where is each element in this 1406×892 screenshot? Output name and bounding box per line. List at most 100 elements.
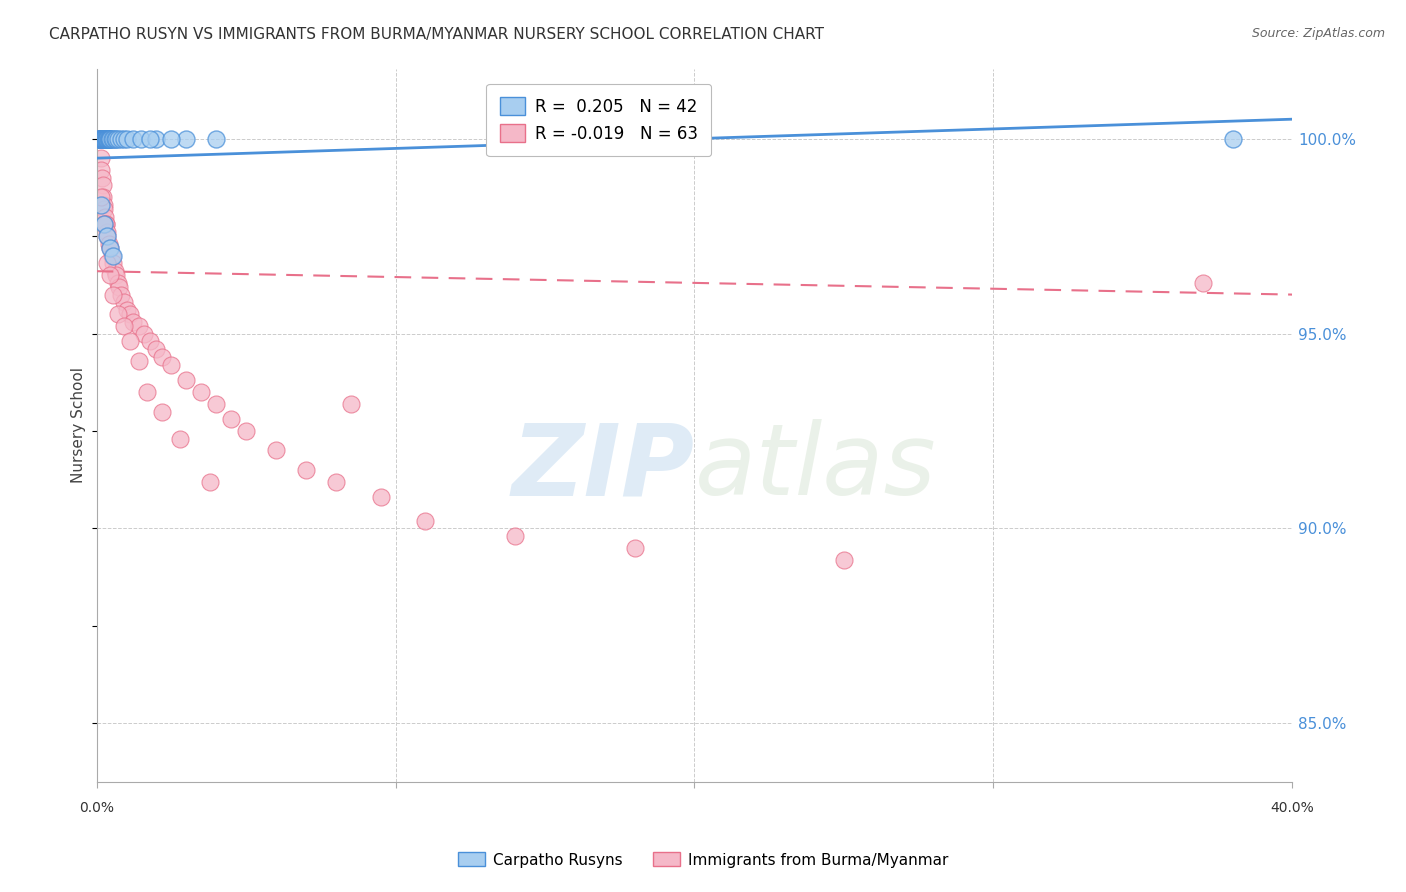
Point xyxy=(89,131,111,145)
Point xyxy=(152,350,174,364)
Text: ZIP: ZIP xyxy=(512,419,695,516)
Point xyxy=(90,198,112,212)
Point xyxy=(107,276,129,290)
Point xyxy=(107,307,129,321)
Point xyxy=(100,249,122,263)
Legend: R =  0.205   N = 42, R = -0.019   N = 63: R = 0.205 N = 42, R = -0.019 N = 63 xyxy=(486,84,711,156)
Point xyxy=(96,131,118,145)
Point xyxy=(134,326,156,341)
Point xyxy=(93,131,115,145)
Point xyxy=(190,384,212,399)
Point xyxy=(91,190,114,204)
Point xyxy=(98,131,121,145)
Point xyxy=(97,236,120,251)
Point xyxy=(145,342,167,356)
Point xyxy=(235,424,257,438)
Point xyxy=(94,210,117,224)
Text: Source: ZipAtlas.com: Source: ZipAtlas.com xyxy=(1251,27,1385,40)
Point xyxy=(107,131,129,145)
Text: CARPATHO RUSYN VS IMMIGRANTS FROM BURMA/MYANMAR NURSERY SCHOOL CORRELATION CHART: CARPATHO RUSYN VS IMMIGRANTS FROM BURMA/… xyxy=(49,27,824,42)
Point xyxy=(93,202,115,216)
Point xyxy=(118,307,141,321)
Point xyxy=(112,131,135,145)
Point xyxy=(121,315,143,329)
Point xyxy=(89,131,111,145)
Text: 40.0%: 40.0% xyxy=(1271,801,1315,815)
Point xyxy=(97,131,120,145)
Point xyxy=(415,514,437,528)
Point xyxy=(90,131,112,145)
Point xyxy=(101,131,124,145)
Point xyxy=(87,131,110,145)
Point xyxy=(91,178,114,193)
Point xyxy=(832,552,855,566)
Point xyxy=(96,131,118,145)
Point xyxy=(1222,131,1244,145)
Point xyxy=(96,256,118,270)
Point xyxy=(105,268,128,282)
Text: atlas: atlas xyxy=(695,419,936,516)
Point xyxy=(110,287,132,301)
Point xyxy=(91,131,114,145)
Point xyxy=(98,268,121,282)
Point xyxy=(98,241,121,255)
Point xyxy=(90,162,112,177)
Point xyxy=(205,131,228,145)
Point xyxy=(295,463,318,477)
Point xyxy=(136,384,159,399)
Point xyxy=(112,295,135,310)
Point xyxy=(97,131,120,145)
Point xyxy=(105,131,128,145)
Point xyxy=(104,131,127,145)
Point xyxy=(90,190,112,204)
Point xyxy=(370,490,392,504)
Point xyxy=(115,303,138,318)
Point xyxy=(93,131,115,145)
Point xyxy=(89,131,111,145)
Point xyxy=(100,131,122,145)
Point xyxy=(87,131,110,145)
Point xyxy=(121,131,143,145)
Point xyxy=(115,131,138,145)
Point xyxy=(101,256,124,270)
Point xyxy=(104,264,127,278)
Point xyxy=(108,280,131,294)
Point xyxy=(623,541,645,555)
Point xyxy=(96,225,118,239)
Point xyxy=(91,131,114,145)
Point xyxy=(1191,276,1213,290)
Point xyxy=(160,131,183,145)
Point xyxy=(339,397,361,411)
Point xyxy=(93,198,115,212)
Point xyxy=(94,218,117,232)
Point xyxy=(90,151,112,165)
Point xyxy=(205,397,228,411)
Point xyxy=(112,318,135,333)
Point xyxy=(503,529,526,543)
Point xyxy=(110,131,132,145)
Point xyxy=(325,475,347,489)
Point xyxy=(131,131,153,145)
Point xyxy=(96,229,118,244)
Point xyxy=(219,412,242,426)
Point xyxy=(139,334,162,349)
Point xyxy=(96,229,118,244)
Point xyxy=(91,170,114,185)
Point xyxy=(128,318,150,333)
Legend: Carpatho Rusyns, Immigrants from Burma/Myanmar: Carpatho Rusyns, Immigrants from Burma/M… xyxy=(451,847,955,873)
Point xyxy=(176,131,198,145)
Point xyxy=(145,131,167,145)
Point xyxy=(176,373,198,387)
Point xyxy=(94,131,117,145)
Point xyxy=(128,354,150,368)
Point xyxy=(101,249,124,263)
Point xyxy=(98,241,121,255)
Point xyxy=(160,358,183,372)
Y-axis label: Nursery School: Nursery School xyxy=(72,368,86,483)
Point xyxy=(139,131,162,145)
Point xyxy=(87,131,110,145)
Point xyxy=(94,131,117,145)
Point xyxy=(100,131,122,145)
Point xyxy=(96,218,118,232)
Point xyxy=(200,475,222,489)
